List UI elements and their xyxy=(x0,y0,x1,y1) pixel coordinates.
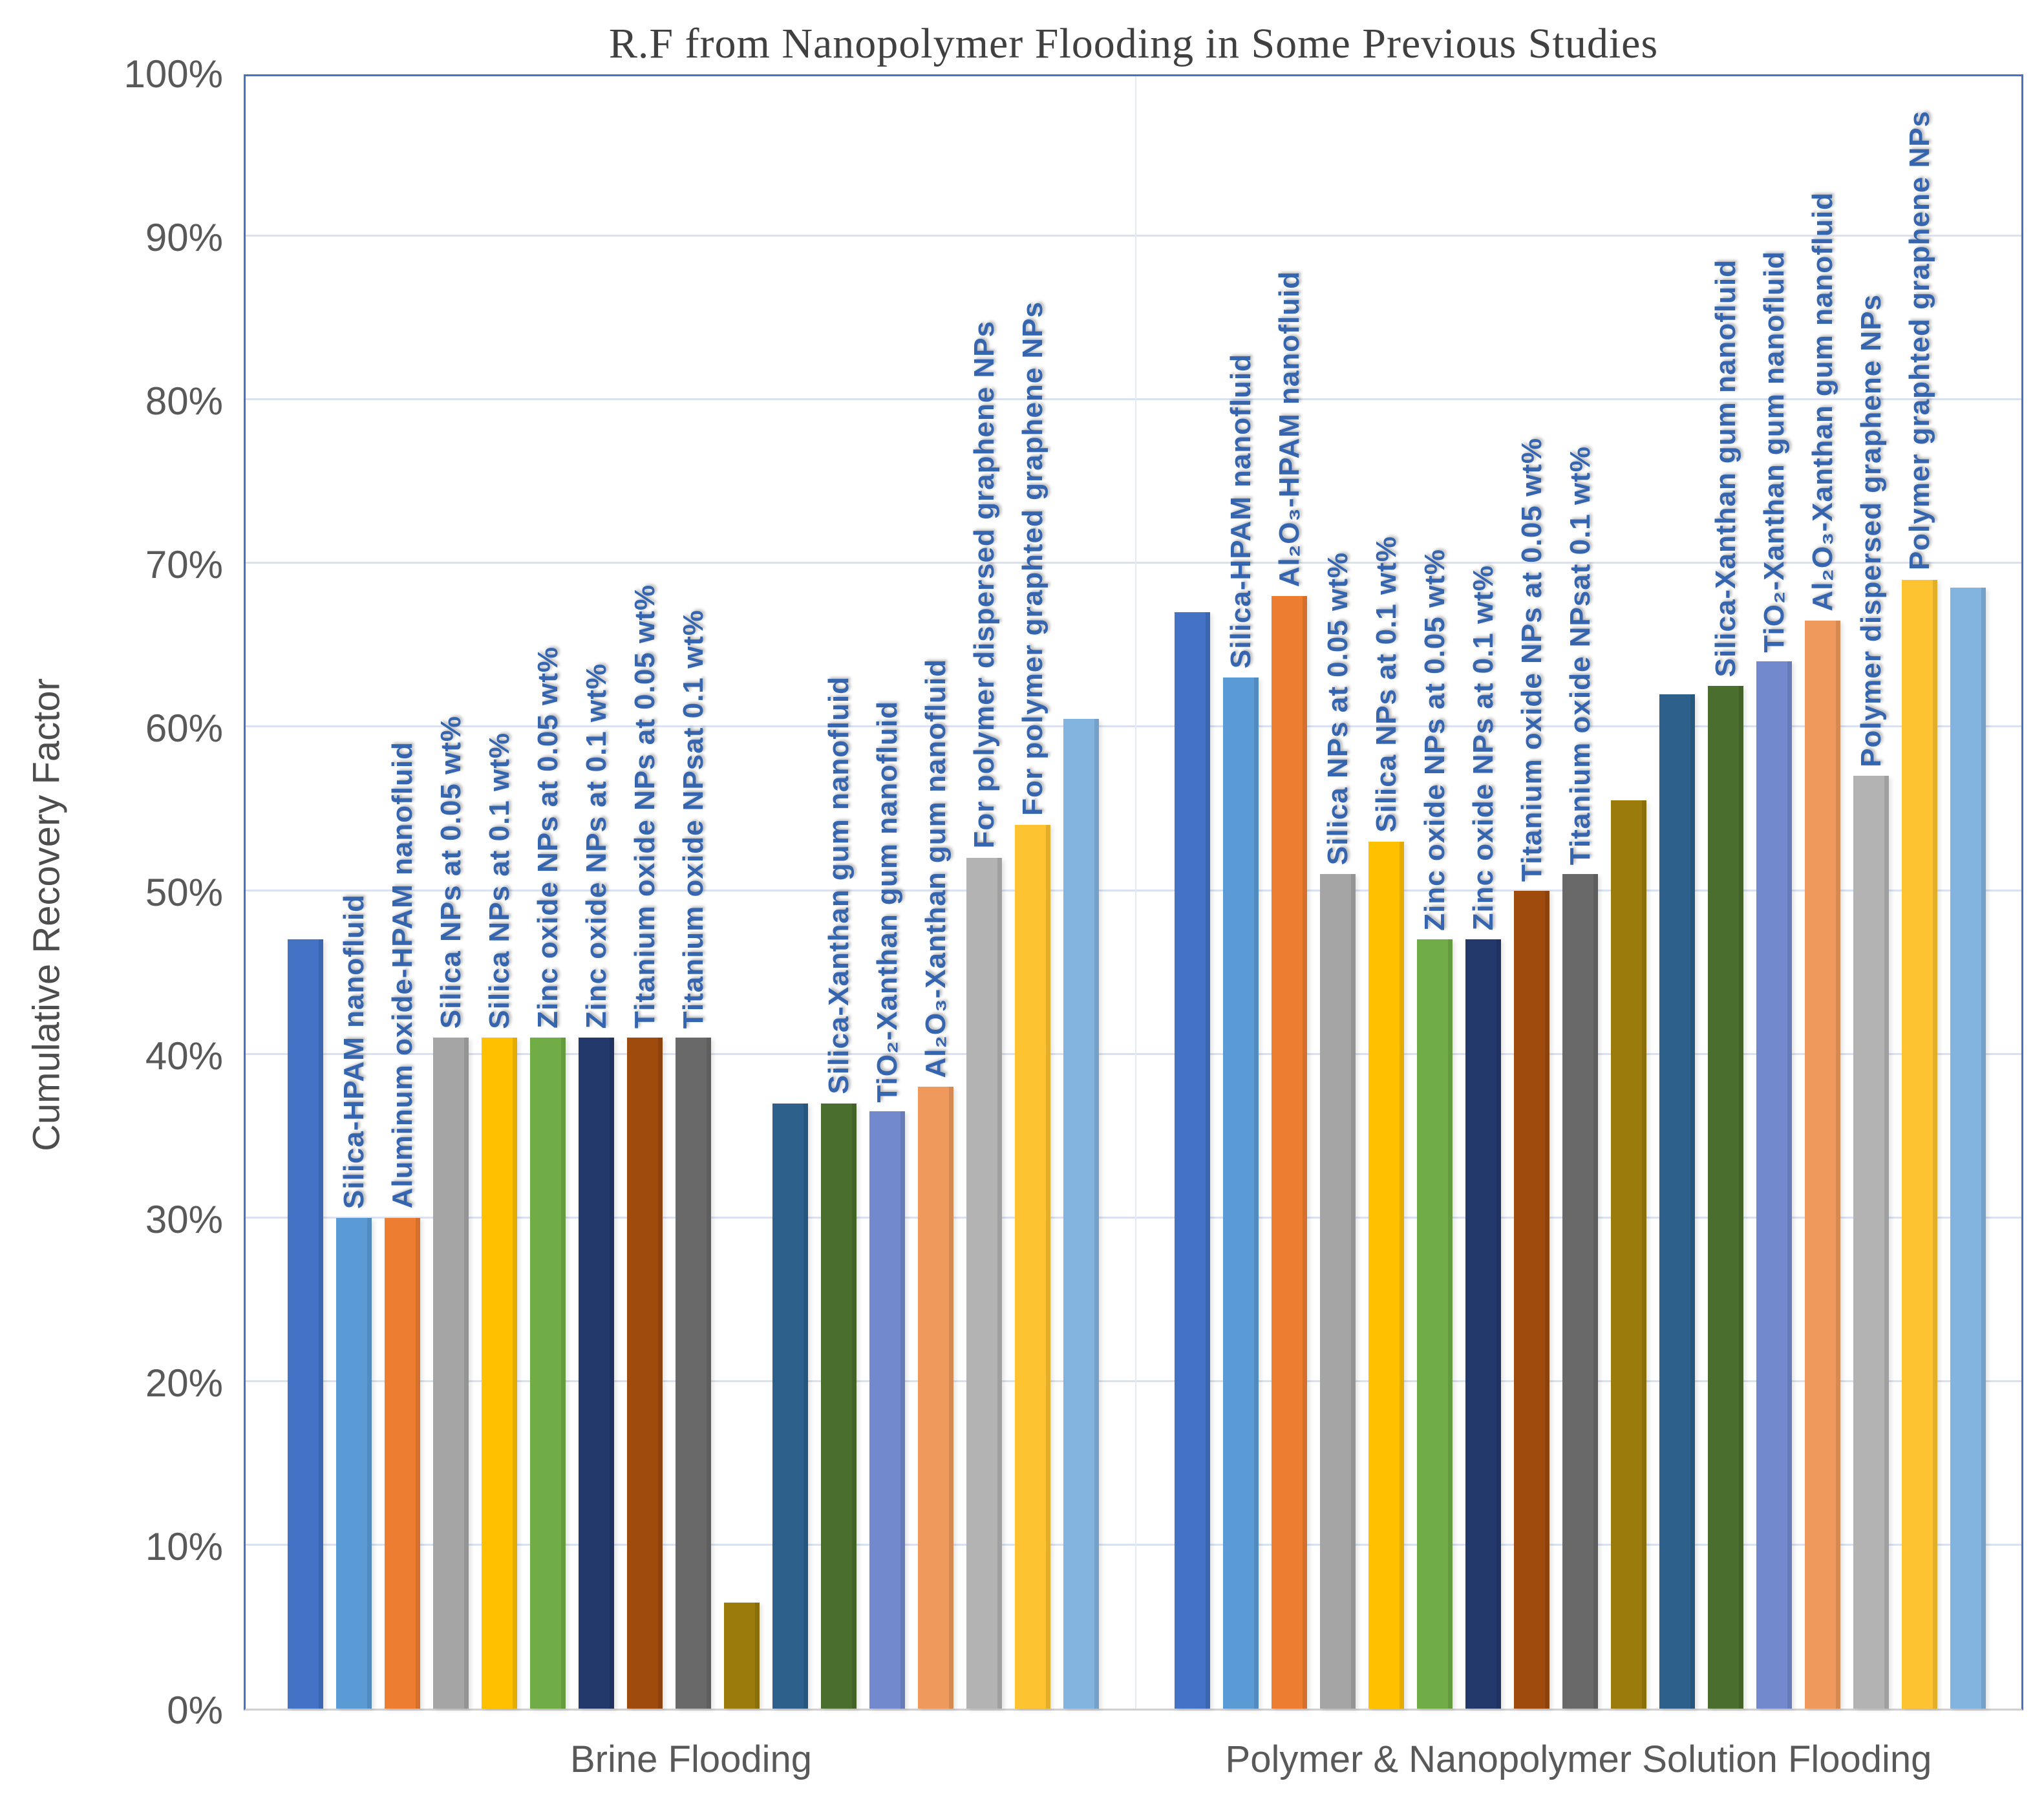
bar-label-group1-5: Silica NPs at 0.1 wt% xyxy=(484,732,515,1029)
gridline-10 xyxy=(246,1543,2021,1546)
bar-group2-2 xyxy=(1223,677,1259,1709)
bar-label-group1-16: For polymer graphted graphene NPs xyxy=(1017,301,1049,816)
y-tick-label-30: 30% xyxy=(145,1197,223,1241)
y-tick-label-10: 10% xyxy=(145,1524,223,1568)
gridline-30 xyxy=(246,1216,2021,1219)
bar-label-group1-14: Al₂O₃-Xanthan gum nanofluid xyxy=(920,658,952,1078)
bar-label-group1-6: Zinc oxide NPs at 0.05 wt% xyxy=(532,646,564,1029)
bar-group2-13 xyxy=(1756,661,1792,1709)
gridline-70 xyxy=(246,562,2021,564)
bar-label-group2-2: Silica-HPAM nanofluid xyxy=(1225,354,1257,669)
bar-group2-9 xyxy=(1562,874,1598,1709)
plot-area: Silica-HPAM nanofluid Aluminum oxide-HPAM… xyxy=(244,74,2023,1711)
bar-label-group2-4: Silica NPs at 0.05 wt% xyxy=(1322,551,1354,866)
bar-group1-2 xyxy=(336,1217,372,1709)
bar-label-group1-15: For polymer dispersed graphene NPs xyxy=(968,321,1000,849)
bar-group1-11 xyxy=(772,1103,808,1709)
gridline-20 xyxy=(246,1380,2021,1382)
bar-label-group1-4: Silica NPs at 0.05 wt% xyxy=(435,716,467,1029)
bar-group2-1 xyxy=(1175,612,1210,1709)
bar-group2-16 xyxy=(1902,579,1937,1709)
bar-group2-17 xyxy=(1950,588,1986,1709)
bar-label-group2-8: Titanium oxide NPs at 0.05 wt% xyxy=(1516,437,1548,882)
bar-group1-8 xyxy=(627,1038,663,1709)
bar-group2-3 xyxy=(1272,595,1307,1709)
bar-label-group1-13: TiO₂-Xanthan gum nanofluid xyxy=(871,700,903,1103)
bar-label-group2-13: TiO₂-Xanthan gum nanofluid xyxy=(1758,250,1790,653)
bar-group2-15 xyxy=(1853,776,1889,1709)
gridline-category-boundary xyxy=(1134,76,1136,1709)
bar-group1-14 xyxy=(918,1087,953,1709)
bar-label-group2-15: Polymer dispersed graphene NPs xyxy=(1855,293,1887,767)
bar-group1-7 xyxy=(579,1038,614,1709)
bar-label-group1-12: Silica-Xanthan gum nanofluid xyxy=(823,676,855,1094)
bar-label-group2-7: Zinc oxide NPs at 0.1 wt% xyxy=(1467,565,1499,931)
bar-label-group2-6: Zinc oxide NPs at 0.05 wt% xyxy=(1419,548,1451,931)
y-tick-label-80: 80% xyxy=(145,379,223,423)
bar-group2-10 xyxy=(1611,800,1646,1709)
x-category-brine-flooding: Brine Flooding xyxy=(570,1738,812,1780)
gridline-60 xyxy=(246,725,2021,728)
bar-group2-14 xyxy=(1805,620,1840,1709)
bar-label-group1-9: Titanium oxide NPsat 0.1 wt% xyxy=(677,610,709,1029)
bar-group1-15 xyxy=(966,857,1002,1709)
bar-label-group2-12: Silica-Xanthan gum nanofluid xyxy=(1710,259,1741,677)
bar-group1-16 xyxy=(1015,825,1050,1709)
y-axis-title: Cumulative Recovery Factor xyxy=(25,678,68,1151)
bar-group2-11 xyxy=(1659,694,1695,1709)
y-tick-label-60: 60% xyxy=(145,707,223,751)
bar-group1-4 xyxy=(433,1038,469,1709)
bar-group1-9 xyxy=(676,1038,711,1709)
bar-label-group2-5: Silica NPs at 0.1 wt% xyxy=(1370,535,1402,833)
bar-label-group1-2: Silica-HPAM nanofluid xyxy=(338,893,370,1209)
y-tick-label-90: 90% xyxy=(145,216,223,260)
bar-label-group1-7: Zinc oxide NPs at 0.1 wt% xyxy=(580,663,612,1029)
bar-group2-7 xyxy=(1465,939,1501,1709)
gridline-90 xyxy=(246,235,2021,237)
gridline-80 xyxy=(246,398,2021,401)
bar-group1-1 xyxy=(288,939,323,1709)
bar-group2-5 xyxy=(1368,841,1404,1709)
bar-group2-12 xyxy=(1708,686,1743,1709)
y-tick-label-70: 70% xyxy=(145,543,223,587)
bar-group1-5 xyxy=(482,1038,517,1709)
bar-label-group2-16: Polymer graphted graphene NPs xyxy=(1904,111,1935,571)
bar-label-group2-14: Al₂O₃-Xanthan gum nanofluid xyxy=(1807,192,1838,612)
bar-label-group1-8: Titanium oxide NPs at 0.05 wt% xyxy=(629,584,661,1029)
bar-group1-17 xyxy=(1063,718,1099,1709)
bar-group2-4 xyxy=(1320,874,1356,1709)
gridline-40 xyxy=(246,1052,2021,1055)
bar-group1-3 xyxy=(385,1217,420,1709)
x-category-polymer-flooding: Polymer & Nanopolymer Solution Flooding xyxy=(1225,1738,1932,1780)
bar-label-group2-3: Al₂O₃-HPAM nanofluid xyxy=(1273,270,1305,587)
y-tick-label-20: 20% xyxy=(145,1361,223,1405)
bar-group1-12 xyxy=(821,1103,857,1709)
y-tick-label-50: 50% xyxy=(145,870,223,914)
bar-label-group1-3: Aluminum oxide-HPAM nanofluid xyxy=(387,741,418,1209)
chart-title: R.F from Nanopolymer Flooding in Some Pr… xyxy=(608,20,1659,67)
bar-group2-8 xyxy=(1514,890,1549,1709)
bar-group1-6 xyxy=(530,1038,566,1709)
gridline-50 xyxy=(246,889,2021,891)
bar-label-group2-9: Titanium oxide NPsat 0.1 wt% xyxy=(1564,445,1596,866)
bar-group1-10 xyxy=(724,1602,760,1709)
y-tick-label-40: 40% xyxy=(145,1034,223,1078)
bar-group1-13 xyxy=(869,1111,905,1709)
bar-group2-6 xyxy=(1417,939,1453,1709)
y-tick-label-0: 0% xyxy=(167,1689,223,1732)
y-tick-label-100: 100% xyxy=(123,52,223,96)
